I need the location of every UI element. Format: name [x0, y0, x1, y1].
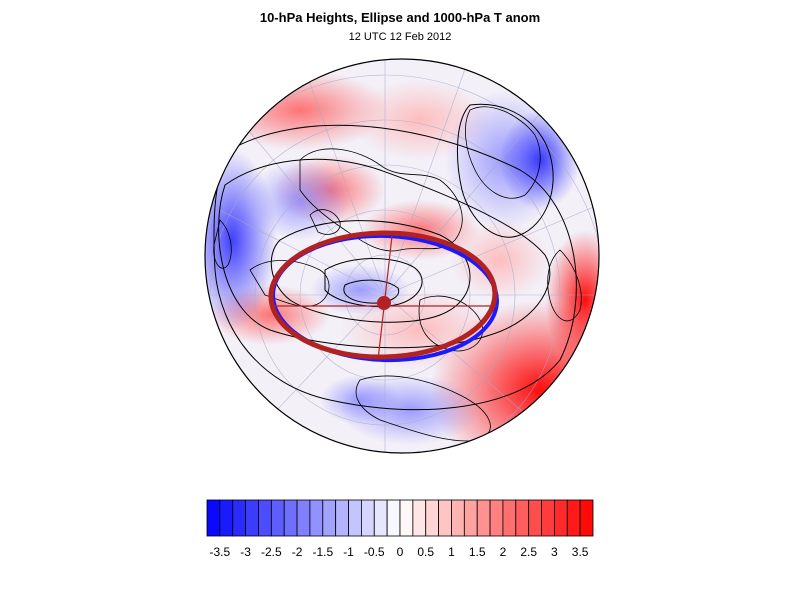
globe-outline — [204, 58, 600, 454]
colorbar-bin — [296, 499, 311, 537]
colorbar-tick-label: 3 — [551, 545, 558, 559]
colorbar-tick-label: -2.5 — [261, 545, 282, 559]
colorbar-labels: -3.5 -3 -2.5 -2 -1.5 -1 -0.5 0 0.5 1 1.5 2 2.5 3 3.5 — [210, 545, 589, 559]
colorbar-tick-label: 0 — [397, 545, 404, 559]
colorbar-tick-label: -1.5 — [312, 545, 333, 559]
colorbar-bin — [348, 499, 362, 537]
colorbar-bin — [399, 499, 414, 537]
vortex-ellipse — [268, 230, 499, 363]
colorbar-tick-label: 1.5 — [469, 545, 486, 559]
colorbar-tick-label: -2 — [292, 545, 303, 559]
height-contours — [213, 103, 577, 411]
colorbar-bin — [322, 499, 337, 537]
colorbar-tick-label: 1 — [448, 545, 455, 559]
colorbar-tick-label: 0.5 — [417, 545, 434, 559]
colorbar-bin — [463, 499, 478, 537]
colorbar-bin — [206, 499, 221, 537]
colorbar-bin — [502, 499, 517, 537]
colorbar-boxes — [206, 499, 594, 537]
colorbar-bin — [412, 499, 427, 537]
colorbar-bin — [232, 499, 247, 537]
colorbar-bin — [373, 499, 388, 537]
colorbar-bin — [566, 499, 581, 537]
colorbar-tick-label: -3.5 — [210, 545, 231, 559]
colorbar-bin — [335, 499, 349, 537]
colorbar-tick-label: -0.5 — [364, 545, 385, 559]
colorbar-tick-label: 2 — [500, 545, 507, 559]
colorbar-bin — [283, 499, 298, 537]
colorbar-bin — [425, 499, 440, 537]
figure-subtitle: 12 UTC 12 Feb 2012 — [348, 31, 452, 43]
colorbar-bin — [219, 499, 234, 537]
colorbar-bin — [245, 499, 259, 537]
colorbar-tick-label: 2.5 — [520, 545, 537, 559]
colorbar-bin — [386, 499, 401, 537]
colorbar-bin — [554, 499, 568, 537]
colorbar-bin — [360, 499, 375, 537]
ellipse-outer-ring — [268, 230, 498, 360]
colorbar-bin — [451, 499, 465, 537]
figure-title: 10-hPa Heights, Ellipse and 1000-hPa T a… — [259, 10, 541, 25]
colorbar-tick-label: -1 — [343, 545, 354, 559]
colorbar-tick-label: 3.5 — [572, 545, 589, 559]
colorbar-bin — [579, 499, 594, 537]
colorbar-bin — [270, 499, 285, 537]
colorbar-bin — [528, 499, 542, 537]
colorbar-bin — [309, 499, 324, 537]
graticule — [205, 59, 599, 453]
colorbar-bin — [258, 499, 272, 537]
colorbar-tick-label: -3 — [240, 545, 251, 559]
colorbar-bin — [541, 499, 555, 537]
colorbar-bin — [476, 499, 491, 537]
vortex-center-dot — [377, 296, 391, 310]
colorbar-bin — [438, 499, 452, 537]
colorbar-bin — [515, 499, 530, 537]
colorbar-bin — [489, 499, 504, 537]
